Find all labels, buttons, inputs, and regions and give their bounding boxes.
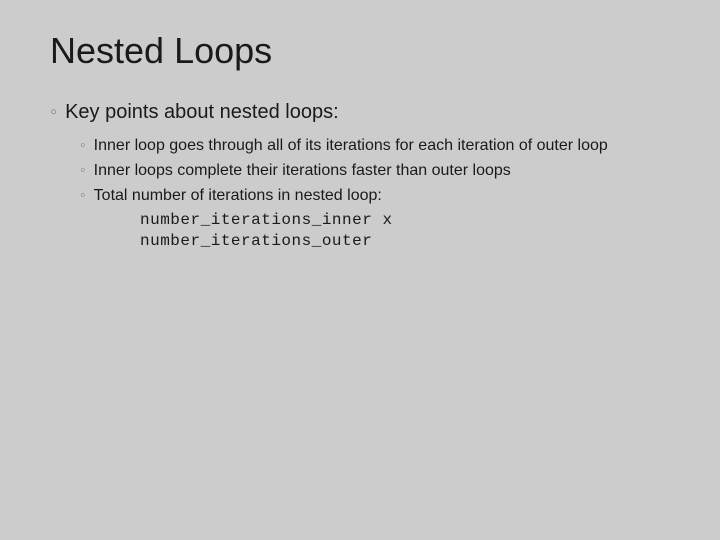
bullet-marker-icon: ◦ (80, 161, 86, 182)
bullet-marker-icon: ◦ (80, 136, 86, 157)
bullet-level2: ◦ Total number of iterations in nested l… (80, 186, 670, 207)
bullet-text: Total number of iterations in nested loo… (94, 186, 382, 207)
code-line: number_iterations_outer (140, 231, 670, 252)
slide: Nested Loops ◦ Key points about nested l… (0, 0, 720, 540)
bullet-text: Inner loop goes through all of its itera… (94, 136, 608, 157)
bullet-text: Inner loops complete their iterations fa… (94, 161, 511, 182)
bullet-level1: ◦ Key points about nested loops: (50, 100, 670, 124)
bullet-level2: ◦ Inner loop goes through all of its ite… (80, 136, 670, 157)
code-line: number_iterations_inner x (140, 210, 670, 231)
bullet-marker-icon: ◦ (50, 100, 57, 124)
bullet-text: Key points about nested loops: (65, 100, 339, 124)
bullet-level2: ◦ Inner loops complete their iterations … (80, 161, 670, 182)
slide-title: Nested Loops (50, 30, 670, 72)
bullet-marker-icon: ◦ (80, 186, 86, 207)
